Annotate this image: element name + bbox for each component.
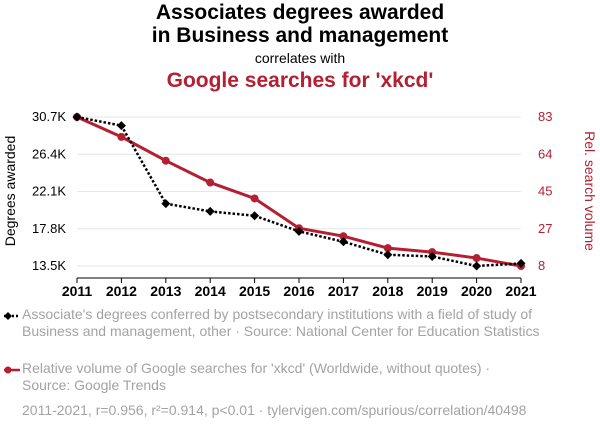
y2-axis-label: Rel. search volume [582,131,598,251]
x-tick-label: 2015 [239,283,270,299]
y-tick-label: 30.7K [32,109,66,124]
series1-point [116,121,126,131]
chart-title-line1: Associates degrees awarded [155,1,445,24]
x-tick-label: 2017 [328,283,359,299]
series1-point [294,226,304,236]
x-tick-label: 2020 [461,283,492,299]
x-tick-label: 2011 [62,283,93,299]
series1-point [516,258,526,268]
y-tick-label: 13.5K [32,258,66,273]
series-degrees [72,112,526,271]
line-chart: 2011 2012 2013 2014 2015 2016 2017 2018 2019 2020… [2,109,598,299]
y-tick-label: 17.8K [32,221,66,236]
x-tick-label: 2016 [283,283,314,299]
series2-point [250,194,259,203]
x-axis: 2011 2012 2013 2014 2015 2016 2017 2018 2019 2020… [62,277,537,299]
y-axis-label: Degrees awarded [2,136,18,247]
series1-point [472,261,482,271]
chart-title-line2: in Business and management [151,24,449,47]
series1-point [72,112,82,122]
correlates-with-label: correlates with [254,50,346,66]
series2-point [161,156,170,165]
series2-point [339,232,348,241]
x-tick-label: 2014 [195,283,226,299]
series2-point [383,244,392,253]
y-tick-label: 26.4K [32,146,66,161]
series2-point [472,254,481,263]
y-axis-left: 13.5K 17.8K 22.1K 26.4K 30.7K [32,109,66,273]
legend-series2-icon [4,366,20,374]
series1-point [161,199,171,209]
legend-series2-text: Relative volume of Google searches for '… [22,360,491,393]
legend-series1-icon [4,312,20,320]
footer-stats: 2011-2021, r=0.956, r²=0.914, p<0.01 · t… [22,402,527,418]
x-tick-label: 2013 [150,283,181,299]
series1-point [250,211,260,221]
series1-point [205,206,215,216]
x-tick-label: 2012 [106,283,137,299]
chart-title-line3: Google searches for 'xkcd' [166,69,434,92]
y2-tick-label: 27 [538,221,552,236]
y-tick-label: 22.1K [32,184,66,199]
legend-series1-text: Associate's degrees conferred by postsec… [22,306,540,339]
series1-point [338,237,348,247]
series2-point [117,132,126,141]
x-tick-label: 2021 [505,283,536,299]
series1-point [427,251,437,261]
series2-point [206,178,215,187]
y2-tick-label: 8 [538,258,545,273]
y2-tick-label: 64 [538,146,552,161]
x-tick-label: 2019 [417,283,448,299]
gridlines [77,116,521,267]
y-axis-right: 8 27 45 64 83 [538,109,552,273]
y2-tick-label: 83 [538,109,552,124]
series1-point [383,250,393,260]
y2-tick-label: 45 [538,184,552,199]
x-tick-label: 2018 [372,283,403,299]
